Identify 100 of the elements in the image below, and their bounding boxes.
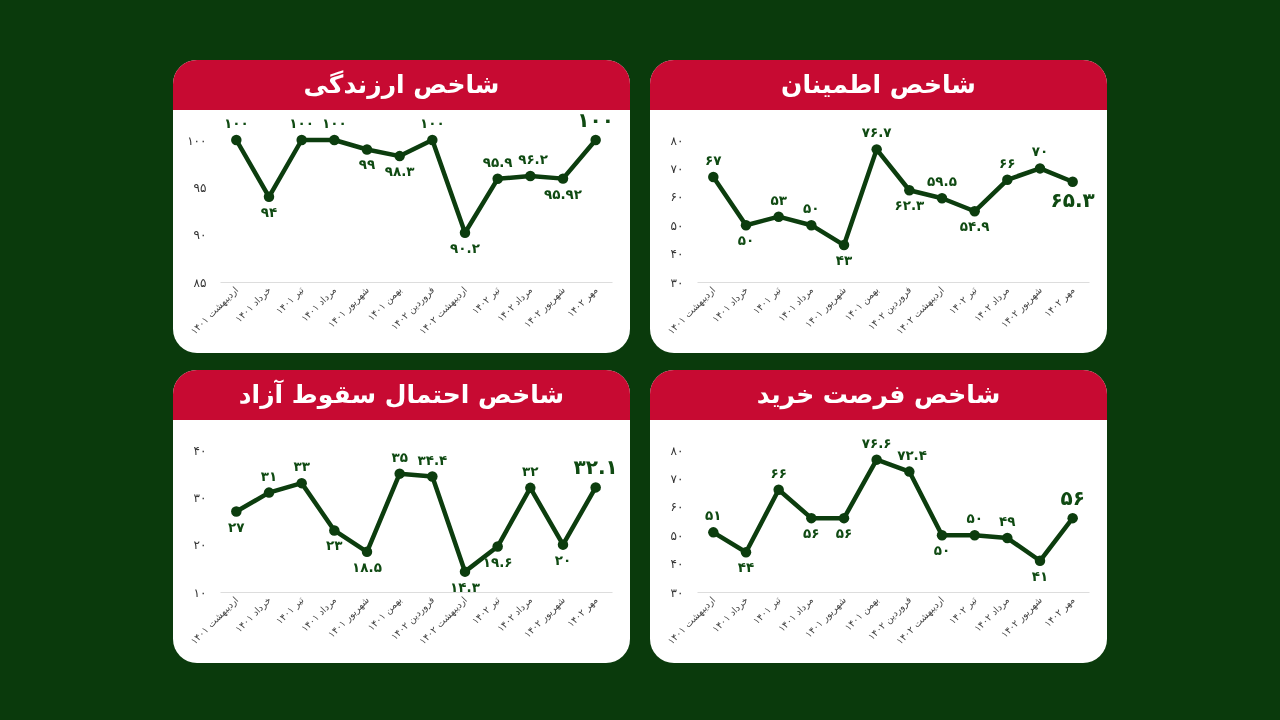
point — [1067, 512, 1078, 524]
point — [296, 477, 307, 489]
point — [871, 454, 882, 465]
data-label: ۳۲.۱ — [573, 455, 618, 480]
chart-title: شاخص احتمال سقوط آزاد — [173, 370, 630, 420]
data-label: ۱۴.۳ — [450, 578, 481, 595]
y-tick-label: ۳۰ — [193, 490, 207, 505]
y-tick-label: ۳۰ — [670, 275, 684, 290]
x-tick-label: مهر ۱۴۰۲ — [564, 284, 600, 320]
data-label: ۶۵.۳ — [1050, 187, 1095, 212]
y-tick-label: ۶۰ — [670, 190, 684, 205]
data-label: ۵۶ — [1060, 486, 1085, 511]
point — [557, 539, 569, 550]
point — [936, 529, 948, 541]
point — [459, 227, 471, 239]
y-tick-label: ۸۰ — [670, 443, 684, 458]
y-tick-label: ۲۰ — [193, 538, 207, 553]
data-label: ۵۰ — [966, 510, 983, 527]
data-label: ۱۰۰ — [321, 115, 347, 131]
chart-title: شاخص اطمینان — [650, 60, 1107, 110]
point — [329, 525, 340, 536]
x-tick-label: مهر ۱۴۰۲ — [1041, 284, 1077, 320]
data-label: ۵۶ — [835, 525, 853, 542]
point — [361, 144, 373, 155]
data-label: ۵۶ — [803, 525, 820, 542]
x-tick-label: مهر ۱۴۰۲ — [564, 594, 600, 630]
data-label: ۳۴.۴ — [417, 451, 448, 468]
data-label: ۳۵ — [391, 448, 408, 465]
y-tick-label: ۳۰ — [670, 585, 684, 600]
point — [263, 487, 275, 498]
data-label: ۹۵.۹۲ — [543, 185, 583, 202]
data-label: ۴۱ — [1031, 567, 1049, 584]
point — [708, 527, 719, 538]
data-label: ۹۵.۹ — [482, 153, 513, 170]
point — [708, 171, 719, 183]
point — [1034, 163, 1046, 174]
data-label: ۹۸.۳ — [384, 163, 416, 180]
data-label: ۴۳ — [835, 252, 853, 269]
point — [427, 471, 438, 482]
chart-title: شاخص فرصت خرید — [650, 370, 1107, 420]
point — [590, 482, 601, 493]
data-label: ۱۹.۶ — [482, 553, 513, 570]
data-label: ۵۱ — [705, 507, 722, 524]
y-tick-label: ۸۰ — [670, 133, 684, 148]
point — [329, 134, 340, 146]
point — [1002, 174, 1013, 185]
point — [740, 219, 752, 231]
y-tick-label: ۱۰۰ — [187, 133, 207, 148]
point — [1034, 555, 1046, 566]
data-label: ۳۲ — [522, 462, 540, 479]
data-label: ۵۳ — [770, 191, 788, 208]
data-label: ۵۰ — [737, 232, 755, 249]
point — [525, 170, 536, 182]
point — [394, 150, 405, 162]
y-tick-label: ۹۵ — [193, 180, 207, 195]
y-tick-label: ۶۰ — [670, 500, 684, 515]
point — [904, 466, 915, 477]
data-label: ۷۲.۴ — [897, 446, 927, 463]
point — [1002, 532, 1013, 544]
data-label: ۹۶.۲ — [518, 150, 549, 167]
data-label: ۶۷ — [705, 151, 723, 168]
point — [427, 134, 438, 146]
data-label: ۴۹ — [999, 513, 1016, 530]
y-tick-label: ۵۰ — [670, 218, 684, 233]
point — [740, 547, 752, 558]
point — [296, 134, 307, 146]
data-label: ۳۱ — [260, 467, 278, 484]
y-tick-label: ۴۰ — [670, 557, 684, 572]
point — [492, 173, 503, 185]
data-label: ۵۹.۵ — [927, 173, 957, 190]
point — [773, 211, 784, 222]
point — [557, 173, 569, 184]
point — [838, 512, 850, 524]
point — [969, 529, 980, 541]
data-label: ۱۰۰ — [577, 108, 614, 132]
y-tick-label: ۷۰ — [670, 161, 684, 176]
point — [590, 134, 601, 146]
data-label: ۷۶.۶ — [861, 434, 892, 451]
point — [231, 134, 242, 146]
point — [773, 484, 784, 495]
data-label: ۱۰۰ — [223, 115, 249, 131]
data-label: ۱۰۰ — [419, 115, 445, 131]
point — [361, 546, 373, 557]
y-tick-label: ۴۰ — [193, 443, 207, 458]
point — [806, 219, 817, 231]
point — [231, 506, 242, 517]
point — [838, 239, 850, 251]
point — [806, 512, 817, 524]
point — [871, 144, 882, 155]
data-label: ۹۹ — [358, 156, 376, 173]
data-label: ۷۰ — [1031, 143, 1049, 160]
y-tick-label: ۸۵ — [193, 275, 207, 290]
x-tick-label: مهر ۱۴۰۲ — [1041, 594, 1077, 630]
point — [1067, 176, 1078, 187]
data-label: ۶۶ — [999, 154, 1016, 171]
point — [263, 191, 275, 203]
point — [904, 185, 915, 196]
data-label: ۲۳ — [326, 537, 344, 554]
data-label: ۲۰ — [554, 551, 572, 568]
data-label: ۵۰ — [933, 542, 951, 559]
